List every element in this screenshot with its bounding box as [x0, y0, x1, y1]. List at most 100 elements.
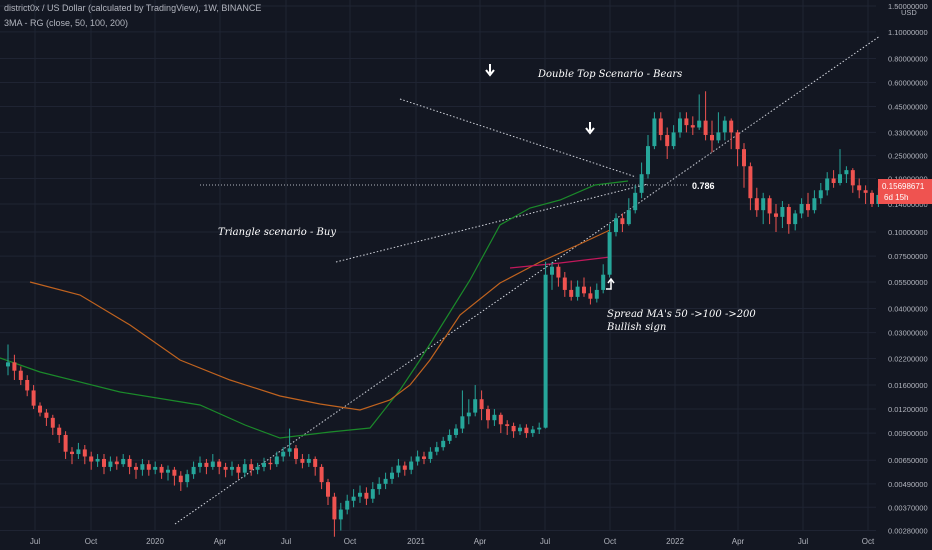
price-tick-label: 0.14000000: [888, 200, 928, 209]
candle-body: [729, 120, 734, 133]
candle-body: [633, 192, 638, 211]
time-tick-label: Apr: [732, 537, 745, 546]
candle-body: [185, 474, 190, 483]
candle-body: [678, 118, 682, 133]
candle-body: [191, 466, 196, 475]
candle-body: [550, 266, 554, 275]
candle-body: [473, 399, 478, 413]
candle-body: [658, 118, 663, 135]
candle-body: [313, 458, 318, 467]
time-tick-label: Oct: [604, 537, 617, 546]
candle-body: [114, 461, 119, 465]
candle-body: [63, 434, 68, 452]
candle-body: [857, 185, 862, 191]
time-tick-label: 2021: [407, 537, 425, 546]
candle-body: [332, 496, 337, 520]
candle-body: [850, 170, 855, 186]
candle-body: [780, 207, 785, 217]
candle-body: [89, 456, 94, 462]
price-tick-label: 0.60000000: [888, 78, 928, 87]
candle-body: [319, 466, 324, 483]
candle-body: [703, 120, 708, 135]
candle-body: [498, 414, 503, 425]
candle-body: [300, 458, 305, 463]
candle-body: [409, 461, 414, 470]
candle-body: [364, 492, 369, 499]
candle-body: [172, 469, 177, 476]
candle-body: [626, 210, 631, 225]
candle-body: [505, 424, 510, 426]
candle-body: [12, 362, 17, 371]
price-tick-label: 0.04000000: [888, 305, 928, 314]
candle-body: [159, 466, 164, 473]
candle-body: [838, 174, 842, 183]
ma-100-line: [29, 229, 611, 411]
candle-body: [556, 266, 561, 278]
current-price-value: 0.15698671: [882, 182, 925, 191]
price-axis[interactable]: 1.50000000 1.10000000 0.80000000 0.60000000…: [888, 2, 928, 536]
candle-body: [614, 218, 618, 233]
price-tick-label: 0.19000000: [888, 174, 928, 183]
candle-body: [774, 213, 778, 217]
candle-body: [652, 118, 657, 147]
candle-body: [428, 451, 433, 459]
candle-body: [95, 458, 100, 462]
time-tick-label: Oct: [344, 537, 357, 546]
price-tick-label: 0.01600000: [888, 381, 928, 390]
candle-body: [799, 203, 804, 214]
candle-body: [255, 466, 260, 470]
candle-body: [102, 458, 106, 467]
candle-body: [748, 166, 753, 199]
candle-body: [38, 405, 42, 413]
price-tick-label: 1.10000000: [888, 28, 928, 37]
price-tick-label: 0.80000000: [888, 54, 928, 63]
candle-body: [345, 500, 350, 510]
candle-body: [383, 478, 388, 484]
candle-body: [31, 390, 36, 406]
candle-body: [479, 399, 484, 410]
candle-body: [582, 286, 586, 294]
candle-body: [486, 409, 490, 421]
candle-body: [294, 448, 298, 459]
candle-body: [242, 464, 247, 473]
down-arrow-head-icon: [585, 127, 595, 135]
time-tick-label: Oct: [862, 537, 875, 546]
candles: [6, 91, 881, 537]
candle-body: [870, 192, 874, 204]
candle-body: [786, 207, 791, 225]
candle-body: [18, 370, 23, 380]
current-price-tag: [878, 179, 932, 204]
candle-body: [262, 462, 266, 467]
ma-50-line: [0, 180, 629, 439]
candle-body: [697, 120, 702, 128]
candle-body: [217, 461, 222, 467]
candle-body: [166, 469, 170, 473]
candle-body: [370, 489, 375, 499]
fib-level-label: 0.786: [692, 181, 715, 191]
candle-body: [575, 286, 580, 297]
indicator-label: 3MA - RG (close, 50, 100, 200): [4, 18, 129, 28]
candle-body: [671, 132, 676, 147]
time-tick-label: Oct: [85, 537, 98, 546]
candle-body: [543, 274, 548, 428]
time-tick-label: Jul: [30, 537, 40, 546]
candle-body: [390, 472, 394, 479]
candle-body: [793, 213, 798, 225]
time-tick-label: Jul: [798, 537, 808, 546]
candle-body: [306, 458, 311, 463]
ma-200-line: [509, 256, 611, 269]
candle-body: [44, 412, 49, 418]
arrows: [485, 64, 615, 290]
price-tick-label: 0.10000000: [888, 228, 928, 237]
candle-body: [831, 178, 836, 183]
candle-body: [620, 218, 625, 225]
time-axis[interactable]: Jul Oct 2020 Apr Jul Oct 2021 Apr Jul Oct 2022 Apr J…: [30, 537, 875, 546]
candle-body: [198, 462, 202, 467]
price-tick-label: 0.05500000: [888, 278, 928, 287]
candle-body: [594, 289, 599, 299]
price-tick-label: 0.03000000: [888, 329, 928, 338]
candle-body: [460, 416, 465, 429]
candle-body: [236, 466, 241, 473]
candle-body: [358, 492, 362, 497]
